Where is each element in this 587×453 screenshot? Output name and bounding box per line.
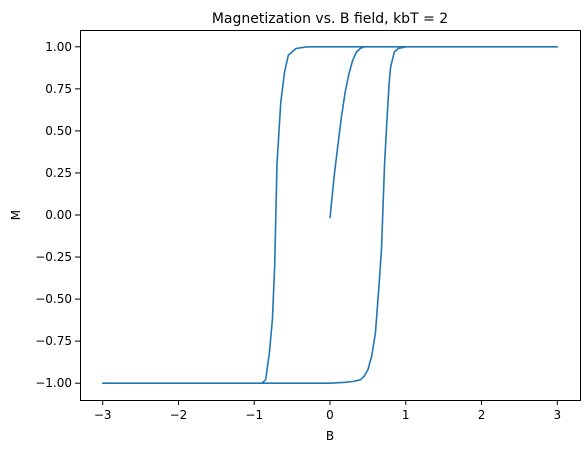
- x-axis-label: B: [326, 429, 334, 443]
- y-axis-ticks: −1.00 −0.75 −0.50 −0.25 0.00 0.25 0.50 0.75 1.00: [35, 40, 80, 390]
- magnetization-line: [101, 46, 559, 384]
- plot-frame: [80, 30, 581, 401]
- y-tick-label: −0.75: [35, 334, 72, 348]
- y-tick-label: 0.00: [45, 208, 72, 222]
- chart-title: Magnetization vs. B field, kbT = 2: [212, 11, 448, 27]
- y-tick-label: 0.25: [45, 166, 72, 180]
- x-tick-label: −1: [245, 408, 263, 422]
- x-tick-label: 3: [553, 408, 561, 422]
- y-tick-label: −1.00: [35, 376, 72, 390]
- x-axis-ticks: −3 −2 −1 0 1 2 3: [94, 400, 561, 422]
- x-tick-label: 1: [402, 408, 410, 422]
- x-tick-label: −2: [170, 408, 188, 422]
- y-tick-label: 0.75: [45, 82, 72, 96]
- y-tick-label: 0.50: [45, 124, 72, 138]
- y-tick-label: 1.00: [45, 40, 72, 54]
- y-tick-label: −0.25: [35, 250, 72, 264]
- x-tick-label: 0: [326, 408, 334, 422]
- plot-lines: [101, 46, 559, 384]
- y-axis-label: M: [9, 210, 23, 220]
- x-tick-label: −3: [94, 408, 112, 422]
- x-tick-label: 2: [478, 408, 486, 422]
- y-tick-label: −0.50: [35, 292, 72, 306]
